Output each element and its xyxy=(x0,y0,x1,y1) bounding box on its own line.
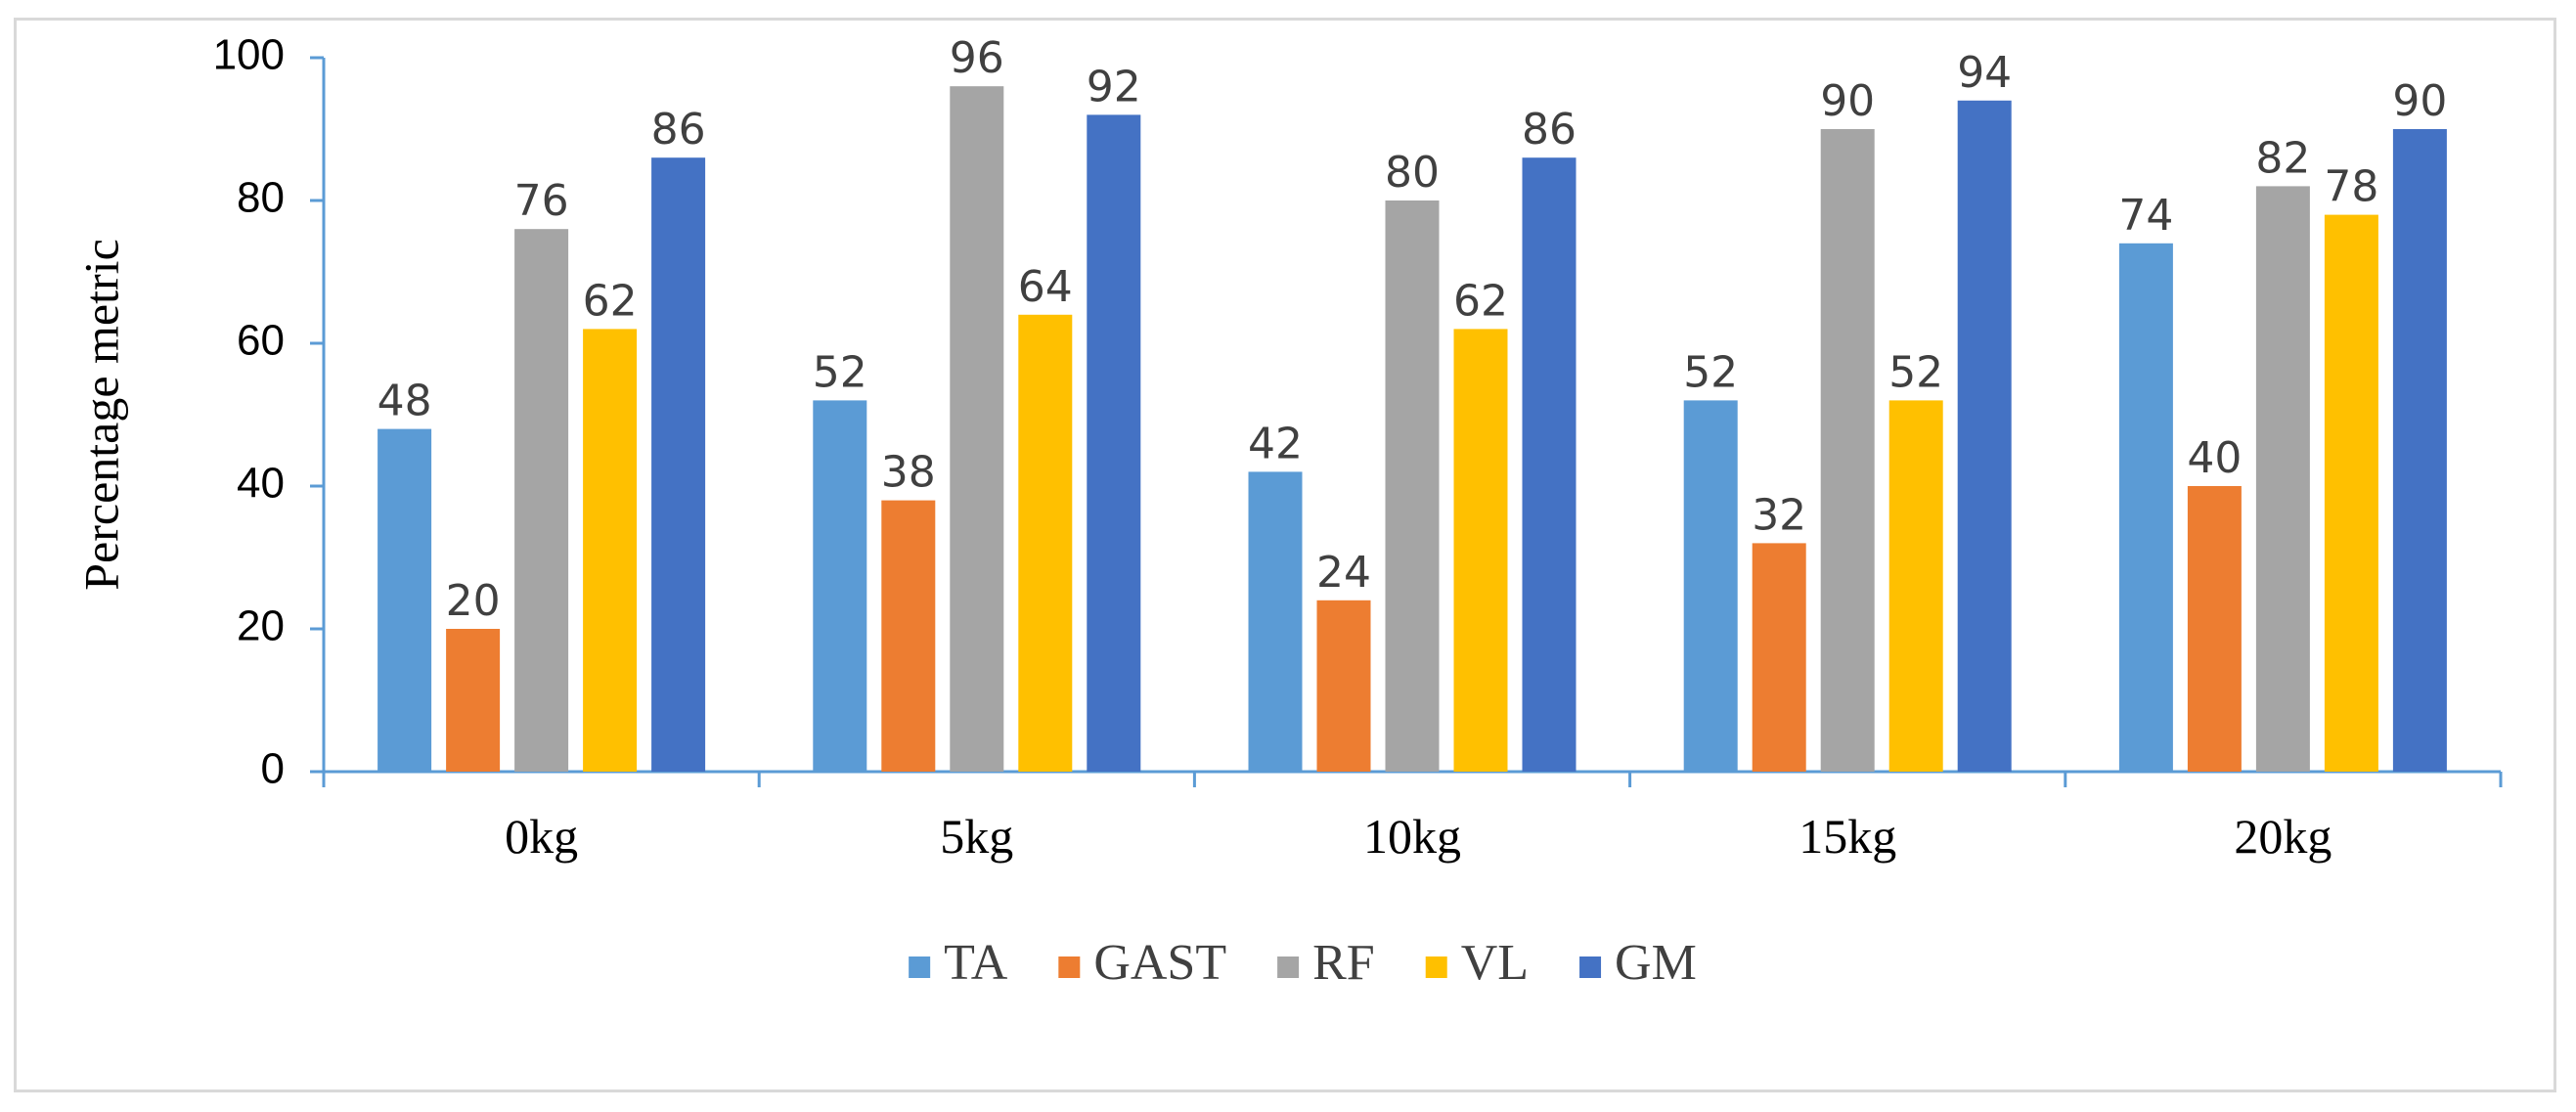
bar-vl-15kg xyxy=(1888,400,1943,772)
data-label: 92 xyxy=(1087,62,1141,111)
bar-gast-15kg xyxy=(1752,543,1806,772)
bar-rf-0kg xyxy=(514,229,569,772)
y-tick-label: 20 xyxy=(237,602,285,650)
legend-swatch xyxy=(1579,956,1602,978)
data-label: 94 xyxy=(1957,48,2012,98)
data-label: 96 xyxy=(950,33,1004,83)
x-tick-label: 10kg xyxy=(1363,809,1461,864)
data-label: 78 xyxy=(2324,162,2378,212)
bar-gm-15kg xyxy=(1957,100,2012,773)
x-tick-label: 20kg xyxy=(2234,809,2332,864)
y-tick-label: 0 xyxy=(261,745,285,793)
axes: 0 20 40 60 80 100 0kg 5kg 10kg 15kg 20kg xyxy=(213,31,2503,864)
data-label: 32 xyxy=(1752,490,1806,540)
bar-gm-10kg xyxy=(1522,157,1577,772)
legend-item-gm: GM xyxy=(1579,935,1697,991)
x-tick-label: 15kg xyxy=(1799,809,1896,864)
legend-swatch xyxy=(1425,956,1447,978)
legend-label: TA xyxy=(944,935,1008,991)
data-label: 76 xyxy=(514,176,569,226)
data-label: 42 xyxy=(1248,419,1303,468)
data-label: 90 xyxy=(1820,76,1875,126)
data-label: 48 xyxy=(378,377,432,426)
data-label: 64 xyxy=(1018,262,1073,312)
data-label: 86 xyxy=(1522,105,1577,155)
y-tick-label: 40 xyxy=(237,460,285,508)
bar-ta-15kg xyxy=(1683,400,1738,772)
data-label: 62 xyxy=(1453,276,1508,326)
y-tick-label: 60 xyxy=(237,317,285,365)
legend-swatch xyxy=(909,956,931,978)
bar-gast-5kg xyxy=(881,500,936,772)
x-tick-label: 5kg xyxy=(940,809,1013,864)
bar-ta-20kg xyxy=(2118,243,2173,773)
data-label: 80 xyxy=(1385,148,1440,198)
bar-gm-0kg xyxy=(651,157,706,772)
legend-item-vl: VL xyxy=(1425,935,1529,991)
data-label: 40 xyxy=(2187,433,2242,483)
data-label: 62 xyxy=(583,276,638,326)
data-labels: 48 20 76 62 86 52 38 96 64 92 42 24 80 62 86 52 32 90 52 94… xyxy=(378,33,2448,626)
x-tick-label: 0kg xyxy=(505,809,578,864)
bar-ta-10kg xyxy=(1248,471,1303,772)
data-label: 20 xyxy=(446,576,501,626)
legend-swatch xyxy=(1277,956,1300,978)
y-tick-label: 80 xyxy=(237,174,285,222)
legend-label: GM xyxy=(1615,935,1697,991)
data-label: 52 xyxy=(1888,347,1943,397)
y-axis-label: Percentage metric xyxy=(73,239,128,591)
bar-gast-20kg xyxy=(2187,486,2242,772)
bar-rf-20kg xyxy=(2255,186,2310,772)
legend-item-ta: TA xyxy=(909,935,1008,991)
legend-swatch xyxy=(1058,956,1081,978)
bar-gast-0kg xyxy=(446,629,501,772)
bar-gast-10kg xyxy=(1316,600,1371,772)
legend-label: VL xyxy=(1461,935,1529,991)
bar-chart: Percentage metric 0 20 40 60 80 100 0kg 5kg 10kg… xyxy=(73,31,2503,991)
legend-label: RF xyxy=(1312,935,1375,991)
bar-ta-5kg xyxy=(813,400,867,772)
data-label: 52 xyxy=(813,347,867,397)
bar-rf-10kg xyxy=(1385,200,1440,772)
bar-gm-20kg xyxy=(2392,129,2447,772)
bar-vl-20kg xyxy=(2324,214,2378,773)
bar-gm-5kg xyxy=(1087,114,1141,772)
bar-rf-15kg xyxy=(1820,129,1875,772)
y-tick-label: 100 xyxy=(213,31,285,79)
data-label: 24 xyxy=(1316,548,1371,598)
data-label: 74 xyxy=(2118,191,2173,241)
chart-frame: Percentage metric 0 20 40 60 80 100 0kg 5kg 10kg… xyxy=(14,18,2556,1092)
bar-vl-0kg xyxy=(583,329,638,772)
bar-rf-5kg xyxy=(950,86,1004,772)
bars xyxy=(378,86,2447,773)
data-label: 90 xyxy=(2392,76,2447,126)
legend-label: GAST xyxy=(1093,935,1226,991)
data-label: 82 xyxy=(2255,133,2310,183)
bar-vl-5kg xyxy=(1018,314,1073,772)
legend: TA GAST RF VL GM xyxy=(909,935,1697,991)
legend-item-rf: RF xyxy=(1277,935,1375,991)
legend-item-gast: GAST xyxy=(1058,935,1226,991)
data-label: 86 xyxy=(651,105,706,155)
data-label: 52 xyxy=(1683,347,1738,397)
bar-ta-0kg xyxy=(378,428,432,772)
data-label: 38 xyxy=(881,448,936,498)
bar-vl-10kg xyxy=(1453,329,1508,772)
